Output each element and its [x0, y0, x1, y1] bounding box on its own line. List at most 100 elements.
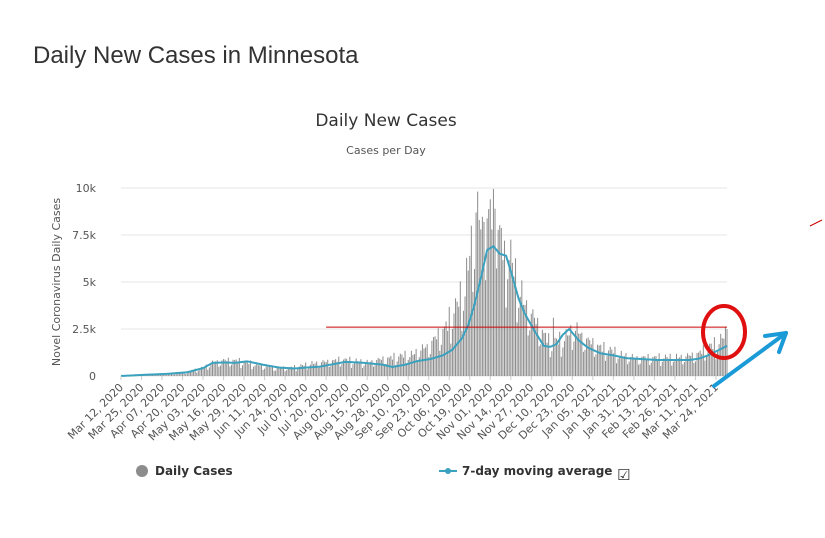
daily-case-bar[interactable] [286, 370, 287, 376]
daily-case-bar[interactable] [405, 351, 406, 376]
daily-case-bar[interactable] [259, 365, 260, 376]
daily-case-bar[interactable] [550, 357, 551, 376]
daily-case-bar[interactable] [375, 365, 376, 376]
daily-case-bar[interactable] [329, 367, 330, 376]
daily-case-bar[interactable] [523, 305, 524, 376]
daily-case-bar[interactable] [384, 365, 385, 376]
daily-case-bar[interactable] [266, 366, 267, 376]
daily-case-bar[interactable] [502, 260, 503, 376]
daily-case-bar[interactable] [251, 369, 252, 376]
daily-case-bar[interactable] [187, 373, 188, 376]
daily-case-bar[interactable] [323, 360, 324, 376]
daily-case-bar[interactable] [663, 358, 664, 376]
daily-case-bar[interactable] [676, 354, 677, 376]
daily-case-bar[interactable] [698, 353, 699, 376]
daily-case-bar[interactable] [382, 356, 383, 376]
daily-case-bar[interactable] [261, 364, 262, 376]
daily-case-bar[interactable] [379, 359, 380, 376]
daily-case-bar[interactable] [248, 364, 249, 376]
daily-case-bar[interactable] [545, 333, 546, 376]
daily-case-bar[interactable] [596, 354, 597, 376]
daily-case-bar[interactable] [490, 199, 491, 376]
daily-case-bar[interactable] [529, 330, 530, 376]
daily-case-bar[interactable] [564, 341, 565, 376]
daily-case-bar[interactable] [493, 189, 494, 376]
daily-case-bar[interactable] [438, 328, 439, 376]
daily-case-bar[interactable] [296, 371, 297, 376]
daily-case-bar[interactable] [725, 327, 726, 376]
daily-case-bar[interactable] [599, 346, 600, 376]
daily-case-bar[interactable] [703, 345, 704, 376]
daily-case-bar[interactable] [573, 342, 574, 376]
daily-case-bar[interactable] [681, 355, 682, 376]
daily-case-bar[interactable] [526, 300, 527, 376]
daily-case-bar[interactable] [218, 367, 219, 376]
daily-case-bar[interactable] [408, 360, 409, 376]
daily-case-bar[interactable] [607, 356, 608, 376]
daily-case-bar[interactable] [648, 354, 649, 376]
daily-case-bar[interactable] [518, 308, 519, 376]
daily-case-bar[interactable] [457, 302, 458, 376]
daily-case-bar[interactable] [515, 258, 516, 376]
daily-case-bar[interactable] [513, 277, 514, 376]
daily-case-bar[interactable] [272, 366, 273, 376]
daily-case-bar[interactable] [442, 329, 443, 376]
daily-case-bar[interactable] [521, 280, 522, 376]
daily-case-bar[interactable] [611, 349, 612, 376]
daily-case-bar[interactable] [376, 360, 377, 376]
daily-case-bar[interactable] [302, 365, 303, 376]
daily-case-bar[interactable] [300, 364, 301, 376]
daily-case-bar[interactable] [209, 367, 210, 376]
daily-case-bar[interactable] [572, 350, 573, 376]
daily-case-bar[interactable] [341, 364, 342, 376]
daily-case-bar[interactable] [553, 318, 554, 376]
daily-case-bar[interactable] [275, 370, 276, 376]
daily-case-bar[interactable] [697, 353, 698, 376]
daily-case-bar[interactable] [321, 362, 322, 376]
daily-case-bar[interactable] [577, 322, 578, 376]
daily-case-bar[interactable] [450, 344, 451, 376]
daily-case-bar[interactable] [326, 362, 327, 376]
daily-case-bar[interactable] [316, 361, 317, 376]
daily-case-bar[interactable] [297, 369, 298, 376]
daily-case-bar[interactable] [662, 362, 663, 376]
daily-case-bar[interactable] [334, 360, 335, 376]
daily-case-bar[interactable] [720, 334, 721, 376]
daily-case-bar[interactable] [651, 363, 652, 376]
daily-case-bar[interactable] [491, 229, 492, 376]
daily-case-bar[interactable] [239, 358, 240, 376]
daily-case-bar[interactable] [657, 360, 658, 376]
daily-case-bar[interactable] [338, 357, 339, 376]
daily-case-bar[interactable] [210, 364, 211, 376]
daily-case-bar[interactable] [547, 343, 548, 376]
daily-case-bar[interactable] [700, 350, 701, 376]
daily-case-bar[interactable] [414, 354, 415, 376]
daily-case-bar[interactable] [327, 360, 328, 376]
daily-case-bar[interactable] [229, 366, 230, 376]
daily-case-bar[interactable] [692, 353, 693, 376]
daily-case-bar[interactable] [204, 367, 205, 376]
daily-case-bar[interactable] [242, 365, 243, 376]
daily-case-bar[interactable] [352, 364, 353, 376]
daily-case-bar[interactable] [441, 345, 442, 376]
daily-case-bar[interactable] [684, 362, 685, 376]
daily-case-bar[interactable] [245, 361, 246, 376]
daily-case-bar[interactable] [562, 348, 563, 377]
daily-case-bar[interactable] [281, 369, 282, 376]
daily-case-bar[interactable] [381, 360, 382, 376]
daily-case-bar[interactable] [488, 209, 489, 376]
daily-case-bar[interactable] [460, 281, 461, 376]
daily-case-bar[interactable] [534, 318, 535, 376]
daily-case-bar[interactable] [247, 362, 248, 376]
daily-case-bar[interactable] [406, 365, 407, 376]
daily-case-bar[interactable] [668, 359, 669, 376]
daily-case-bar[interactable] [348, 362, 349, 376]
daily-case-bar[interactable] [532, 309, 533, 376]
daily-case-bar[interactable] [278, 368, 279, 376]
daily-case-bar[interactable] [483, 222, 484, 376]
daily-case-bar[interactable] [671, 366, 672, 376]
daily-case-bar[interactable] [597, 345, 598, 376]
daily-case-bar[interactable] [263, 370, 264, 376]
daily-case-bar[interactable] [163, 375, 164, 376]
daily-case-bar[interactable] [433, 337, 434, 376]
